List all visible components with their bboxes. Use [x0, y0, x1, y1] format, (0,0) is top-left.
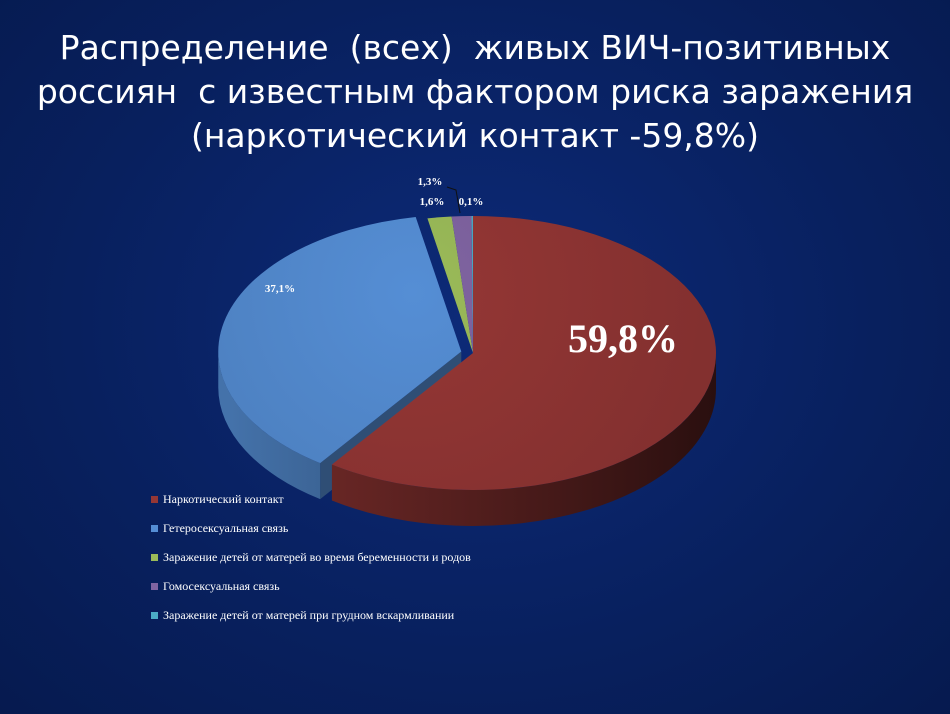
- chart-title: Распределение (всех) живых ВИЧ-позитивны…: [20, 26, 930, 158]
- title-line-3: (наркотический контакт -59,8%): [190, 116, 760, 155]
- pie-side-drug-contact: [331, 353, 716, 526]
- legend-label: Заражение детей от матерей во время бере…: [163, 549, 471, 564]
- legend-item-mother-pregnancy: Заражение детей от матерей во время бере…: [151, 549, 471, 565]
- pie-slice-heterosexual: [218, 216, 462, 464]
- legend-label: Заражение детей от матерей при грудном в…: [163, 607, 455, 622]
- legend-swatch: [151, 553, 158, 561]
- legend-swatch: [151, 524, 158, 532]
- legend-item-mother-breastfeeding: Заражение детей от матерей при грудном в…: [151, 607, 471, 623]
- pie-slice-mother-pregnancy: [427, 216, 473, 353]
- data-label-homosexual: 1,3%: [418, 176, 443, 188]
- legend-item-heterosexual: Гетеросексуальная связь: [151, 520, 471, 536]
- title-line-1: Распределение (всех) живых ВИЧ-позитивны…: [59, 28, 891, 67]
- title-line-2: россиян с известным фактором риска зараж…: [36, 72, 914, 111]
- data-label-mother-breastfeeding: 0,1%: [459, 196, 484, 208]
- pie-slice-mother-breastfeeding: [471, 216, 473, 353]
- data-label-heterosexual: 37,1%: [265, 283, 295, 295]
- pie-slice-homosexual: [451, 216, 473, 353]
- legend-item-homosexual: Гомосексуальная связь: [151, 578, 471, 594]
- legend-swatch: [151, 582, 158, 590]
- legend-label: Наркотический контакт: [163, 491, 284, 506]
- pie-side-heterosexual: [218, 351, 321, 500]
- legend-label: Гомосексуальная связь: [163, 578, 280, 593]
- pie-slice-drug-contact: [331, 216, 716, 490]
- legend-swatch: [151, 495, 158, 503]
- data-label-mother-pregnancy: 1,6%: [420, 196, 445, 208]
- legend-label: Гетеросексуальная связь: [163, 520, 289, 535]
- leader-line-homosexual: [446, 186, 461, 214]
- legend-swatch: [151, 611, 158, 619]
- legend-item-drug-contact: Наркотический контакт: [151, 491, 471, 507]
- chart-legend: Наркотический контакт Гетеросексуальная с…: [151, 491, 471, 636]
- data-label-drug-contact: 59,8%: [568, 316, 678, 361]
